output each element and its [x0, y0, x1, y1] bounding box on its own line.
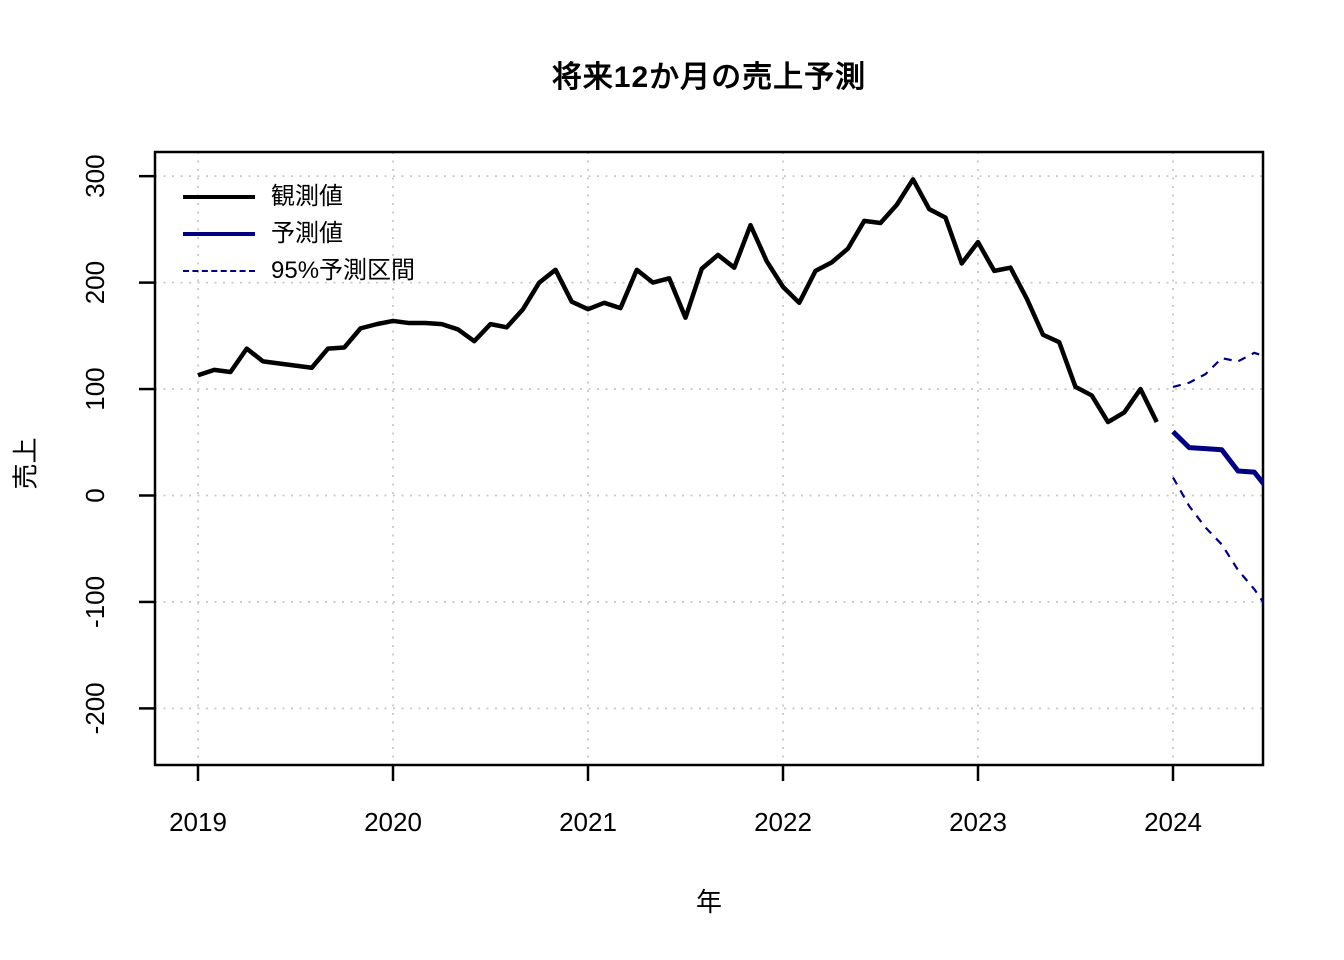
- x-tick-label: 2024: [1144, 807, 1202, 837]
- legend-label-observed: 観測値: [271, 183, 343, 210]
- legend-label-interval: 95%予測区間: [271, 257, 416, 284]
- legend-item-forecast: 予測値: [183, 215, 415, 252]
- interval-lower-line: [1172, 476, 1263, 604]
- x-tick-label: 2023: [949, 807, 1007, 837]
- x-tick-label: 2021: [559, 807, 617, 837]
- x-tick-label: 2022: [754, 807, 812, 837]
- plot-box: [153, 150, 1265, 767]
- y-tick-label: 300: [80, 154, 110, 197]
- y-axis-label: 売上: [10, 437, 41, 490]
- y-tick-label: -100: [80, 576, 110, 628]
- y-tick-label: 0: [80, 488, 110, 502]
- forecast-mean-line: [1171, 429, 1263, 487]
- legend-item-observed: 観測値: [183, 178, 415, 215]
- legend: 観測値 予測値 95%予測区間: [183, 178, 415, 289]
- x-tick-label: 2020: [364, 807, 422, 837]
- chart-title: 将来12か月の売上予測: [551, 61, 867, 94]
- x-axis-label: 年: [695, 887, 722, 917]
- x-tick-label: 2019: [169, 807, 227, 837]
- observed-series-line: [197, 177, 1159, 425]
- legend-label-forecast: 予測値: [271, 220, 343, 247]
- y-tick-label: 200: [80, 261, 110, 304]
- interval-upper-line: [1172, 351, 1263, 388]
- observed-line-sample: [183, 194, 255, 199]
- legend-item-interval: 95%予測区間: [183, 252, 415, 289]
- interval-line-sample: [183, 269, 255, 272]
- y-tick-label: -200: [80, 682, 110, 734]
- forecast-line-sample: [183, 231, 255, 236]
- y-tick-label: 100: [80, 367, 110, 410]
